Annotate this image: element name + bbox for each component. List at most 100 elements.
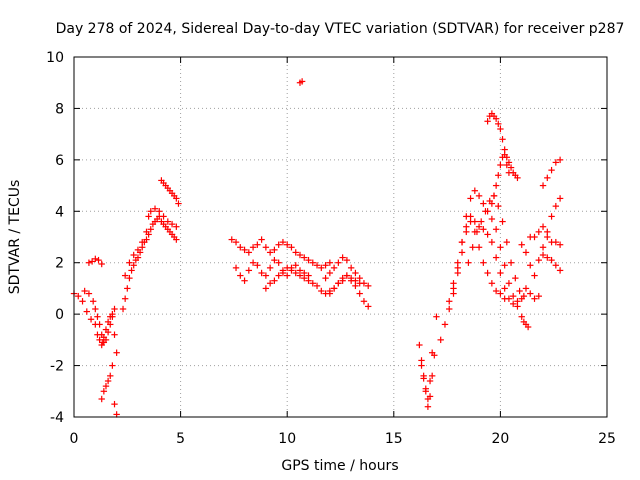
data-point (531, 295, 538, 302)
y-axis-label: SDTVAR / TECUs (7, 180, 23, 295)
data-point (124, 285, 131, 292)
data-point (539, 251, 547, 259)
data-point (258, 269, 265, 277)
data-points (70, 78, 564, 418)
data-point (271, 256, 278, 264)
data-point (330, 285, 338, 292)
data-point (98, 331, 105, 338)
data-point (309, 259, 316, 266)
series-sat-l (326, 272, 363, 297)
data-point (458, 238, 466, 246)
data-point (492, 115, 500, 122)
data-point (527, 262, 534, 269)
series-sat-u (484, 110, 521, 182)
data-point (352, 269, 359, 277)
data-point (552, 202, 560, 210)
data-point (465, 259, 472, 266)
data-point (463, 223, 470, 230)
data-point (254, 262, 261, 269)
data-point (109, 362, 116, 369)
data-point (548, 256, 555, 264)
data-point (83, 308, 90, 315)
data-point (81, 287, 88, 295)
y-tick-label: 8 (55, 101, 64, 117)
data-point (288, 244, 295, 251)
data-point (326, 290, 334, 297)
data-point (420, 375, 427, 382)
y-tick-label: 6 (55, 153, 64, 169)
data-point (313, 262, 321, 269)
data-point (365, 303, 372, 310)
data-point (463, 213, 470, 220)
data-point (266, 280, 274, 287)
data-point (173, 195, 180, 202)
x-tick-label: 20 (491, 431, 509, 447)
data-point (275, 259, 282, 266)
series-sat-t (465, 192, 528, 300)
data-point (492, 254, 500, 261)
data-point (520, 292, 528, 300)
data-point (254, 241, 261, 248)
data-point (480, 226, 487, 233)
data-point (467, 195, 474, 202)
data-point (173, 223, 180, 230)
data-point (335, 259, 342, 266)
data-point (539, 223, 547, 230)
series-sat-p (433, 313, 440, 320)
x-tick-label: 10 (278, 431, 296, 447)
data-point (228, 236, 235, 243)
data-point (492, 287, 500, 295)
data-point (535, 256, 542, 264)
data-point (522, 285, 530, 292)
data-point (284, 241, 291, 248)
grid-lines (74, 57, 607, 417)
data-point (245, 249, 253, 256)
data-point (296, 272, 304, 279)
data-point (446, 305, 453, 313)
series-sat-g (158, 177, 182, 207)
data-point (548, 213, 555, 220)
data-point (501, 295, 508, 302)
data-point (147, 226, 154, 233)
x-tick-label: 0 (70, 431, 79, 447)
series-sat-b (81, 287, 118, 346)
data-point (518, 241, 525, 248)
data-point (488, 238, 496, 246)
data-point (326, 259, 334, 266)
data-point (173, 236, 180, 243)
series-sat-m (296, 78, 306, 86)
data-point (249, 244, 257, 251)
data-point (262, 272, 270, 279)
data-point (151, 205, 159, 212)
data-point (509, 292, 517, 300)
data-point (241, 246, 248, 254)
data-point (266, 264, 274, 272)
data-point (539, 182, 547, 189)
data-point (497, 269, 504, 277)
data-point (111, 305, 118, 313)
y-tick-label: 10 (46, 50, 64, 66)
series-sat-y (522, 285, 542, 302)
data-point (497, 161, 504, 169)
data-point (85, 290, 93, 297)
data-point (480, 259, 487, 266)
data-point (94, 313, 101, 320)
data-point (422, 388, 429, 395)
data-point (505, 169, 513, 176)
data-point (102, 336, 110, 344)
data-point (499, 136, 506, 143)
data-point (322, 274, 329, 282)
data-point (95, 256, 102, 264)
data-point (87, 316, 95, 323)
data-point (527, 290, 534, 297)
data-point (175, 200, 182, 207)
series-sat-z (527, 223, 564, 248)
data-point (475, 223, 483, 230)
data-point (313, 282, 321, 290)
data-point (499, 218, 506, 225)
data-point (426, 377, 434, 385)
data-point (507, 164, 515, 171)
data-point (418, 362, 425, 369)
data-point (139, 238, 146, 246)
data-point (347, 274, 355, 282)
